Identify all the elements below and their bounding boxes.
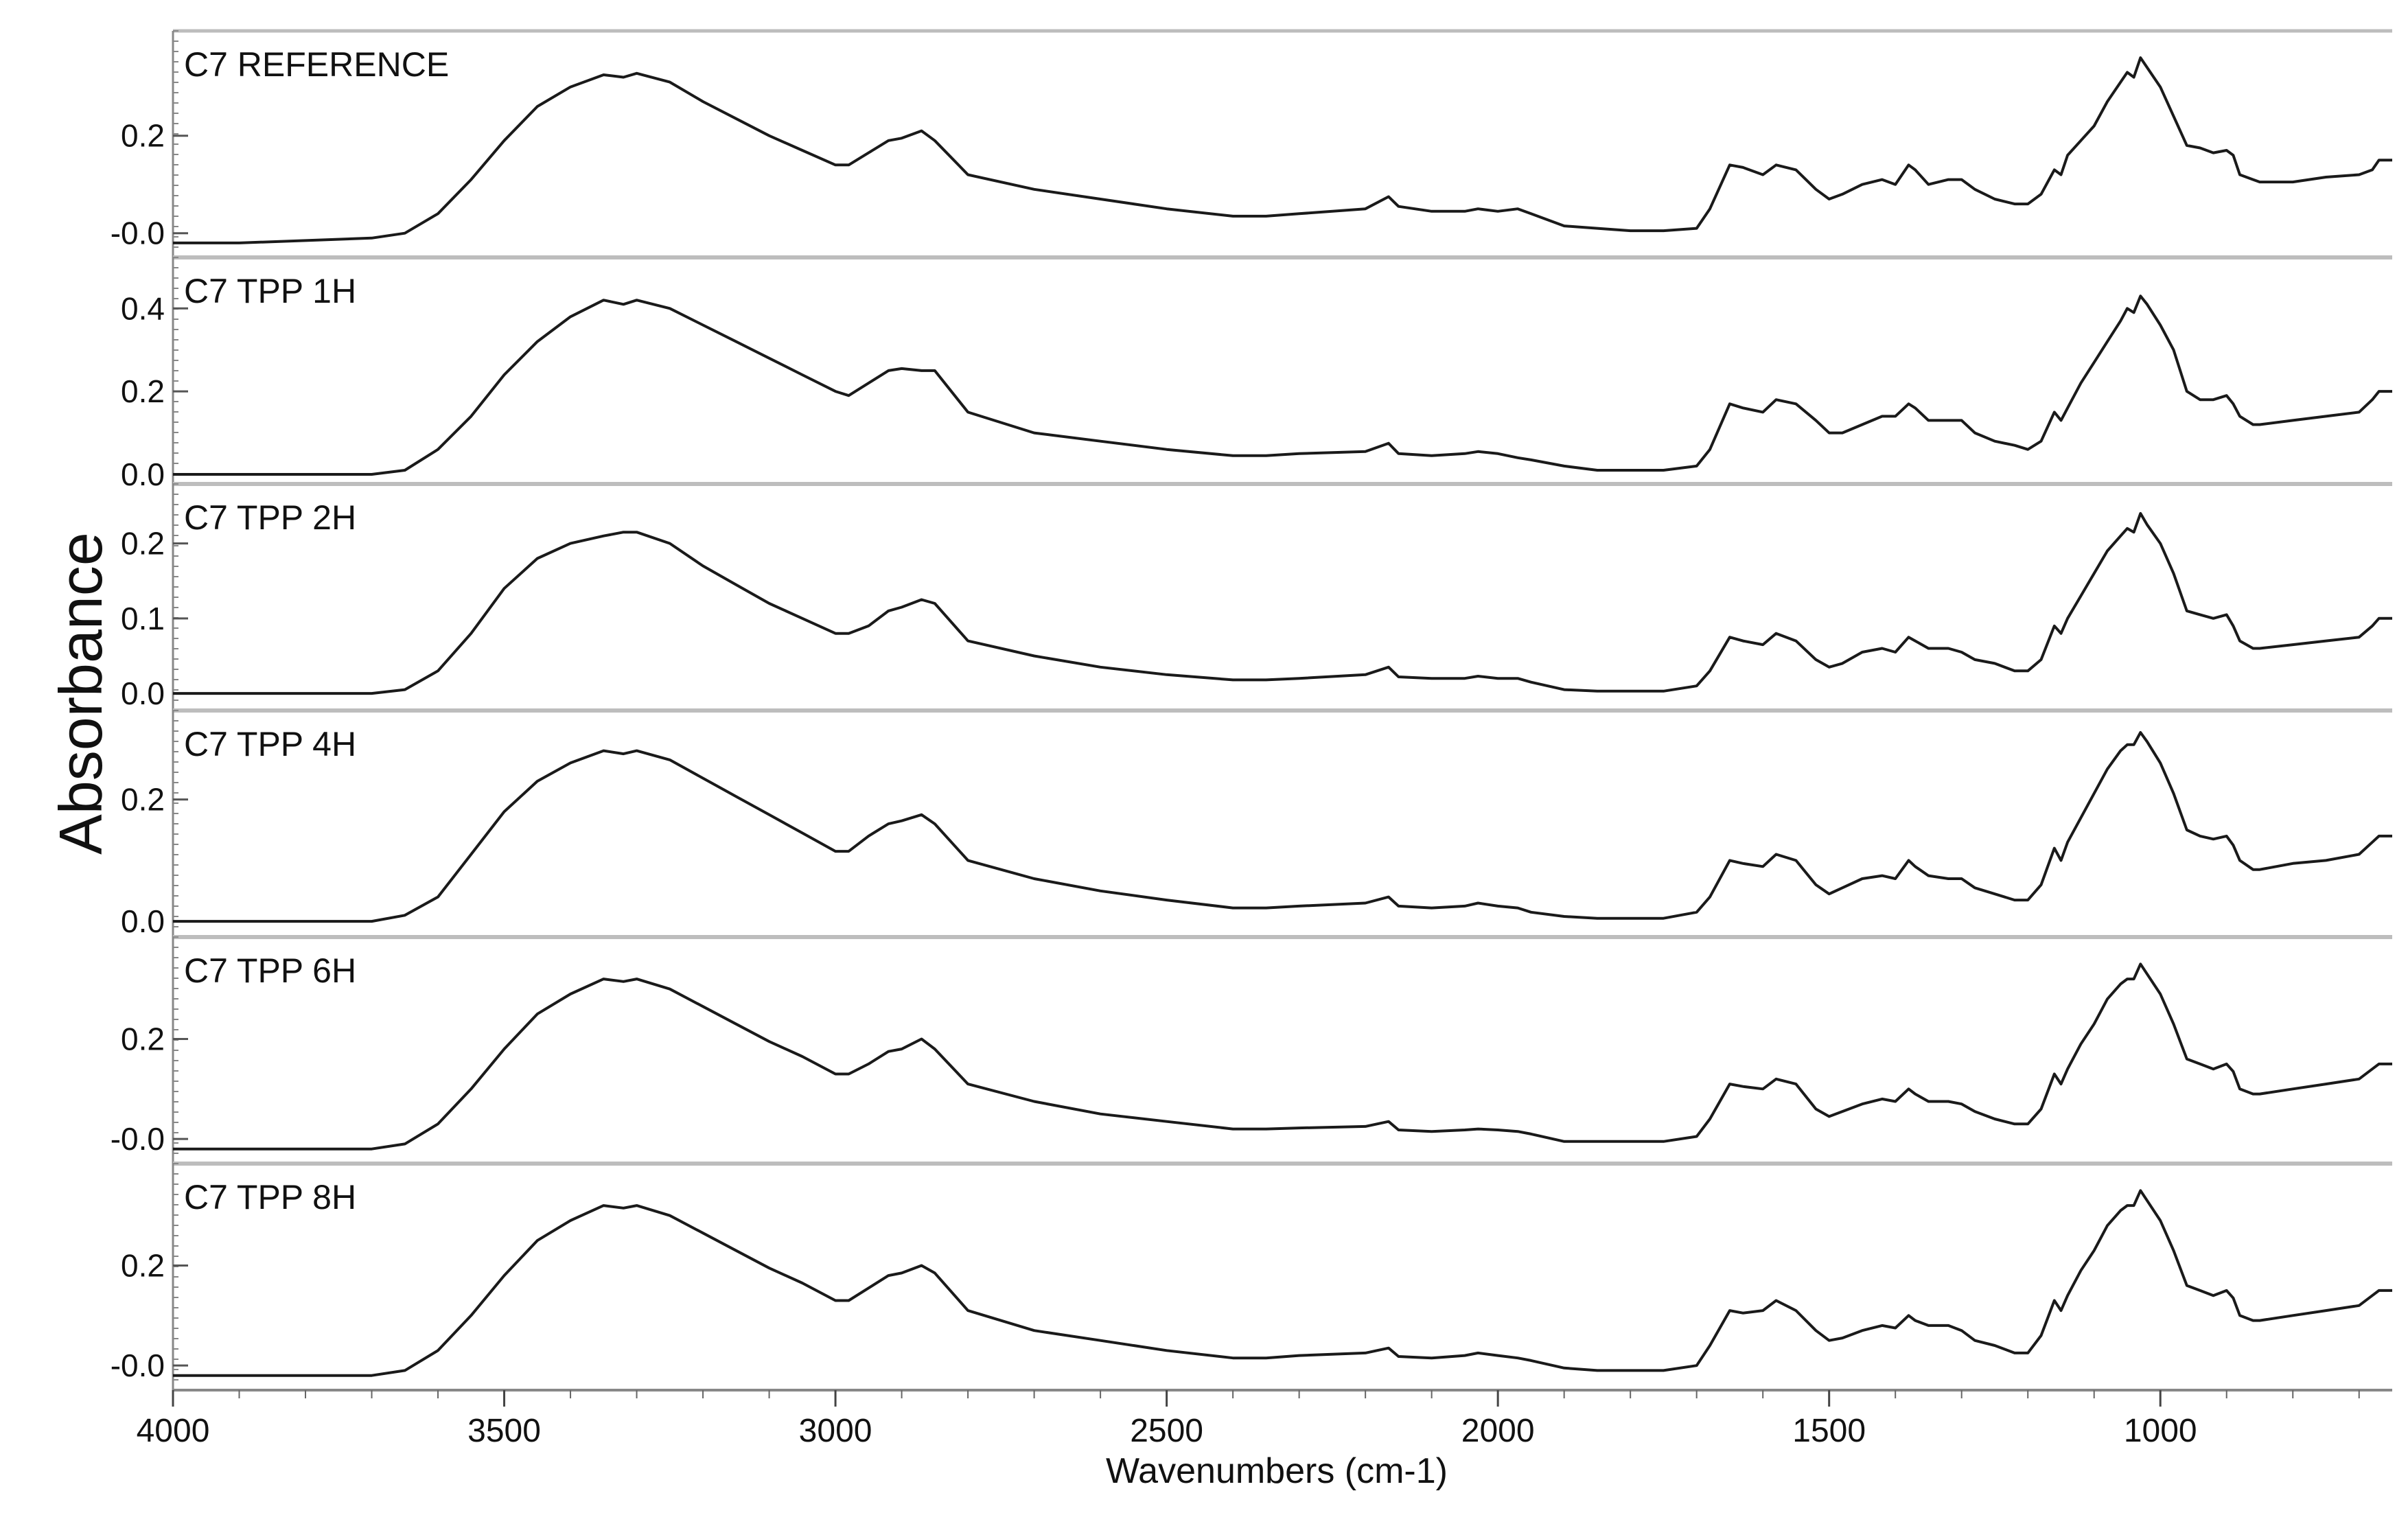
x-tick-label: 2500: [1130, 1413, 1203, 1449]
series-label: C7 REFERENCE: [184, 45, 449, 84]
x-axis-title: Wavenumbers (cm-1): [1106, 1451, 1448, 1491]
y-tick-label: 0.0: [121, 675, 165, 711]
y-tick-label: 0.2: [121, 526, 165, 562]
series-label: C7 TPP 1H: [184, 272, 356, 310]
x-tick-label: 1000: [2124, 1413, 2197, 1449]
spectrum-line: [173, 1189, 2392, 1377]
y-tick-label: 0.2: [121, 373, 165, 409]
y-tick-label: 0.2: [121, 1021, 165, 1057]
spectrum-line: [173, 511, 2392, 695]
y-tick-label: 0.2: [121, 782, 165, 818]
x-tick-label: 1500: [1792, 1413, 1866, 1449]
spectrum-panel: 0.4 0.2 0.0 C7 TPP 1H: [121, 255, 2392, 492]
y-tick-label: 0.2: [121, 118, 165, 154]
y-axis-title: Absorbance: [47, 532, 115, 855]
y-tick-label: -0.0: [111, 216, 165, 251]
x-tick-label: 4000: [137, 1413, 210, 1449]
x-axis: 4000 3500 3000 2500 2000 1500 1000: [137, 1389, 2392, 1449]
spectrum-panel: 0.2 -0.0 C7 TPP 6H: [111, 935, 2392, 1164]
x-tick-label: 3500: [467, 1413, 541, 1449]
y-tick-label: 0.2: [121, 1248, 165, 1284]
spectrum-panel: 0.2 -0.0 C7 REFERENCE: [111, 29, 2392, 258]
y-tick-label: -0.0: [111, 1348, 165, 1383]
panels: 0.2 -0.0 C7 REFERENCE 0.4 0.2 0.0 C7 TPP 1H 0.2…: [111, 29, 2392, 1391]
x-tick-label: 2000: [1461, 1413, 1535, 1449]
y-tick-label: 0.0: [121, 457, 165, 492]
series-label: C7 TPP 2H: [184, 498, 356, 537]
series-label: C7 TPP 6H: [184, 951, 356, 990]
spectrum-line: [173, 56, 2392, 244]
series-label: C7 TPP 8H: [184, 1178, 356, 1216]
spectrum-line: [173, 731, 2392, 923]
x-tick-label: 3000: [799, 1413, 872, 1449]
series-label: C7 TPP 4H: [184, 725, 356, 763]
y-tick-label: 0.0: [121, 903, 165, 939]
spectrum-panel: 0.2 0.0 C7 TPP 4H: [121, 708, 2392, 939]
spectrum-panel: 0.2 0.1 0.0 C7 TPP 2H: [121, 482, 2392, 711]
y-tick-label: -0.0: [111, 1121, 165, 1157]
spectrum-line: [173, 294, 2392, 476]
y-tick-label: 0.1: [121, 601, 165, 636]
spectrum-panel: 0.2 -0.0 C7 TPP 8H: [111, 1162, 2392, 1391]
spectrum-line: [173, 962, 2392, 1151]
y-tick-label: 0.4: [121, 290, 165, 326]
